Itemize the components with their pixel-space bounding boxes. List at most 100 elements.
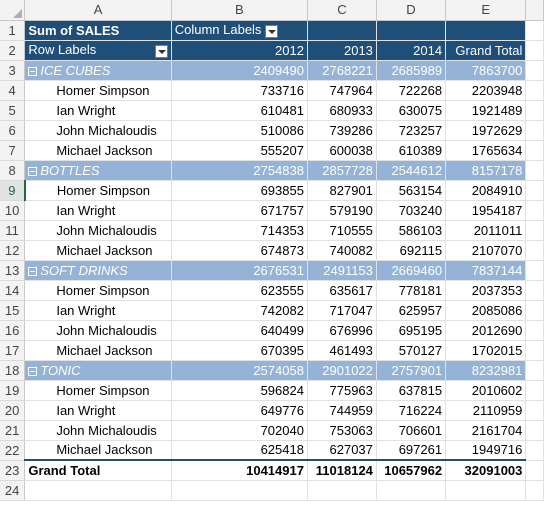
value-cell[interactable]: 680933 xyxy=(307,100,377,121)
value-cell[interactable]: 630075 xyxy=(376,100,447,121)
value-cell[interactable]: 693855 xyxy=(171,180,308,201)
group-total-cell[interactable]: 7837144 xyxy=(445,260,527,281)
group-label-tonic[interactable]: TONIC xyxy=(24,360,172,381)
value-cell[interactable]: 717047 xyxy=(307,300,377,321)
value-cell[interactable]: 674873 xyxy=(171,240,308,261)
group-total-cell[interactable]: 2757901 xyxy=(376,360,447,381)
value-cell[interactable]: 600038 xyxy=(307,140,377,161)
row-label[interactable]: Homer Simpson xyxy=(24,180,172,201)
value-cell[interactable]: 2084910 xyxy=(445,180,527,201)
row-header[interactable]: 19 xyxy=(0,380,26,401)
empty-cell[interactable] xyxy=(307,480,377,501)
value-cell[interactable]: 555207 xyxy=(171,140,308,161)
value-cell[interactable]: 510086 xyxy=(171,120,308,141)
collapse-icon[interactable] xyxy=(28,66,38,76)
value-cell[interactable]: 1949716 xyxy=(445,440,527,461)
value-cell[interactable]: 827901 xyxy=(307,180,377,201)
value-cell[interactable]: 2161704 xyxy=(445,420,527,441)
row-header[interactable]: 8 xyxy=(0,160,26,181)
empty-cell[interactable] xyxy=(525,80,544,101)
row-label[interactable]: John Michaloudis xyxy=(24,420,172,441)
year-header-2014[interactable]: 2014 xyxy=(376,40,447,61)
group-total-cell[interactable]: 2754838 xyxy=(171,160,308,181)
value-cell[interactable]: 710555 xyxy=(307,220,377,241)
value-cell[interactable]: 2110959 xyxy=(445,400,527,421)
grand-total-cell[interactable]: 10414917 xyxy=(171,459,308,481)
value-cell[interactable]: 2012690 xyxy=(445,320,527,341)
grand-total-cell[interactable]: 11018124 xyxy=(307,459,377,481)
empty-cell[interactable] xyxy=(525,300,544,321)
value-cell[interactable]: 610389 xyxy=(376,140,447,161)
value-cell[interactable]: 579190 xyxy=(307,200,377,221)
empty-cell[interactable] xyxy=(525,440,544,461)
column-header-e[interactable]: E xyxy=(445,0,527,21)
value-cell[interactable]: 2037353 xyxy=(445,280,527,301)
row-labels-cell[interactable]: Row Labels xyxy=(24,40,172,61)
value-cell[interactable]: 625418 xyxy=(171,440,308,461)
value-cell[interactable]: 703240 xyxy=(376,200,447,221)
value-cell[interactable]: 1765634 xyxy=(445,140,527,161)
group-total-cell[interactable]: 2544612 xyxy=(376,160,447,181)
value-cell[interactable]: 2010602 xyxy=(445,380,527,401)
value-cell[interactable]: 753063 xyxy=(307,420,377,441)
value-cell[interactable]: 697261 xyxy=(376,440,447,461)
row-header[interactable]: 23 xyxy=(0,460,26,481)
year-header-2013[interactable]: 2013 xyxy=(307,40,377,61)
value-cell[interactable]: 563154 xyxy=(376,180,447,201)
value-cell[interactable]: 1954187 xyxy=(445,200,527,221)
empty-cell[interactable] xyxy=(525,20,544,41)
select-all-corner[interactable] xyxy=(0,0,26,21)
value-cell[interactable]: 692115 xyxy=(376,240,447,261)
value-cell[interactable]: 2107070 xyxy=(445,240,527,261)
row-label[interactable]: Homer Simpson xyxy=(24,280,172,301)
column-header-a[interactable]: A xyxy=(24,0,172,21)
value-cell[interactable]: 586103 xyxy=(376,220,447,241)
empty-cell[interactable] xyxy=(445,480,527,501)
group-total-cell[interactable]: 2857728 xyxy=(307,160,377,181)
grand-total-cell[interactable]: 10657962 xyxy=(376,459,447,481)
collapse-icon[interactable] xyxy=(28,166,38,176)
empty-cell[interactable] xyxy=(525,380,544,401)
row-header[interactable]: 21 xyxy=(0,420,26,441)
empty-cell[interactable] xyxy=(525,460,544,481)
empty-cell[interactable] xyxy=(525,140,544,161)
value-cell[interactable]: 733716 xyxy=(171,80,308,101)
group-total-cell[interactable]: 8232981 xyxy=(445,360,527,381)
row-label[interactable]: Michael Jackson xyxy=(24,140,172,161)
group-total-cell[interactable]: 2685989 xyxy=(376,60,447,81)
grand-total-label[interactable]: Grand Total xyxy=(24,459,172,481)
value-cell[interactable]: 744959 xyxy=(307,400,377,421)
value-cell[interactable]: 1921489 xyxy=(445,100,527,121)
group-total-cell[interactable]: 2768221 xyxy=(307,60,377,81)
row-header[interactable]: 12 xyxy=(0,240,26,261)
empty-cell[interactable] xyxy=(171,480,308,501)
empty-cell[interactable] xyxy=(525,320,544,341)
row-labels-filter-dropdown[interactable] xyxy=(154,45,168,58)
value-cell[interactable]: 671757 xyxy=(171,200,308,221)
row-header[interactable]: 9 xyxy=(0,180,26,201)
empty-cell[interactable] xyxy=(525,340,544,361)
row-label[interactable]: John Michaloudis xyxy=(24,120,172,141)
empty-cell[interactable] xyxy=(525,400,544,421)
value-cell[interactable]: 640499 xyxy=(171,320,308,341)
row-header[interactable]: 14 xyxy=(0,280,26,301)
empty-cell[interactable] xyxy=(525,160,544,181)
group-total-cell[interactable]: 2574058 xyxy=(171,360,308,381)
row-header[interactable]: 18 xyxy=(0,360,26,381)
row-header[interactable]: 20 xyxy=(0,400,26,421)
row-label[interactable]: Michael Jackson xyxy=(24,240,172,261)
value-cell[interactable]: 670395 xyxy=(171,340,308,361)
group-total-cell[interactable]: 2901022 xyxy=(307,360,377,381)
value-cell[interactable]: 722268 xyxy=(376,80,447,101)
empty-cell[interactable] xyxy=(525,480,544,501)
value-cell[interactable]: 695195 xyxy=(376,320,447,341)
empty-cell[interactable] xyxy=(525,240,544,261)
value-cell[interactable]: 716224 xyxy=(376,400,447,421)
value-cell[interactable]: 649776 xyxy=(171,400,308,421)
column-labels-cell[interactable]: Column Labels xyxy=(171,20,308,41)
value-cell[interactable]: 747964 xyxy=(307,80,377,101)
row-header[interactable]: 6 xyxy=(0,120,26,141)
value-cell[interactable]: 702040 xyxy=(171,420,308,441)
value-cell[interactable]: 627037 xyxy=(307,440,377,461)
value-cell[interactable]: 714353 xyxy=(171,220,308,241)
